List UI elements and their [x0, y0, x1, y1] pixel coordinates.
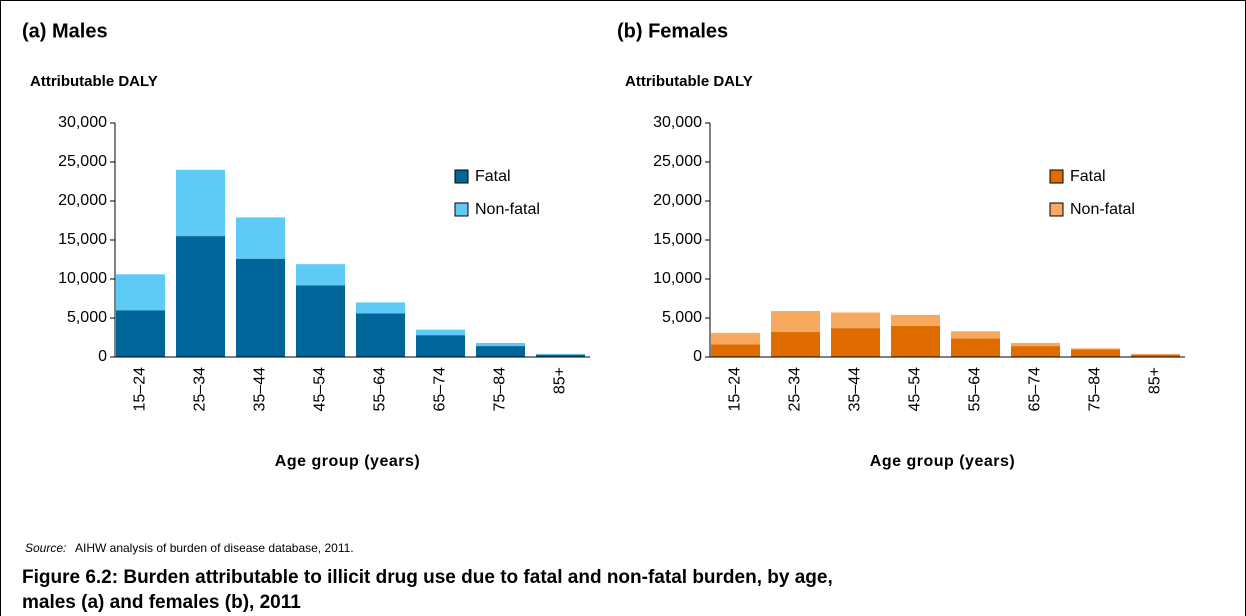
legend-label: Fatal	[475, 168, 511, 185]
bar-segment	[296, 264, 345, 286]
bar-segment	[711, 332, 760, 345]
y-tick-label: 5,000	[67, 309, 107, 326]
source-label: Source:	[25, 541, 66, 555]
y-tick-label: 0	[693, 348, 702, 365]
x-tick-label: 25–34	[192, 367, 209, 412]
bar-segment	[1011, 346, 1060, 357]
y-tick-label: 5,000	[662, 309, 702, 326]
bar-segment	[951, 338, 1000, 357]
x-tick-label: 35–44	[252, 367, 269, 412]
x-tick-label: 65–74	[1027, 367, 1044, 412]
bar-segment	[831, 328, 880, 357]
legend-swatch	[454, 202, 469, 217]
y-tick-label: 20,000	[58, 192, 107, 209]
x-tick-label: 75–84	[1087, 367, 1104, 412]
x-tick-label: 75–84	[492, 367, 509, 412]
caption: Figure 6.2: Burden attributable to illic…	[22, 567, 833, 613]
bar-segment	[416, 335, 465, 357]
bar-segment	[831, 312, 880, 329]
y-axis-label: Attributable DALY	[625, 73, 753, 90]
legend-label: Fatal	[1070, 168, 1106, 185]
bar-segment	[771, 332, 820, 357]
y-tick-label: 20,000	[653, 192, 702, 209]
bar-segment	[236, 217, 285, 259]
bar-segment	[236, 258, 285, 357]
x-tick-label: 85+	[552, 367, 569, 394]
bar-segment	[476, 342, 525, 347]
x-tick-label: 45–54	[312, 367, 329, 412]
bar-segment	[711, 344, 760, 357]
y-tick-label: 15,000	[58, 231, 107, 248]
y-axis-label: Attributable DALY	[30, 73, 158, 90]
bar-segment	[356, 302, 405, 314]
bar-segment	[116, 274, 165, 311]
bar-segment	[116, 310, 165, 357]
bar-segment	[1071, 349, 1120, 357]
x-tick-label: 15–24	[727, 367, 744, 412]
y-tick-label: 25,000	[653, 153, 702, 170]
bar-segment	[1011, 342, 1060, 347]
bar-segment	[1071, 348, 1120, 350]
y-tick-label: 25,000	[58, 153, 107, 170]
bar-segment	[951, 331, 1000, 339]
bar-segment	[1131, 354, 1180, 357]
legend-label: Non-fatal	[1070, 201, 1135, 218]
y-tick-label: 30,000	[653, 114, 702, 131]
x-axis-label: Age group (years)	[275, 453, 420, 470]
legend-swatch	[1049, 169, 1064, 184]
legend-swatch	[1049, 202, 1064, 217]
x-tick-label: 35–44	[847, 367, 864, 412]
chart-title: (a) Males	[22, 20, 108, 42]
bar-segment	[296, 285, 345, 357]
x-tick-label: 25–34	[787, 367, 804, 412]
bar-segment	[891, 314, 940, 326]
bar-segment	[536, 354, 585, 357]
bar-segment	[356, 313, 405, 357]
y-tick-label: 0	[98, 348, 107, 365]
x-tick-label: 15–24	[132, 367, 149, 412]
legend-swatch	[454, 169, 469, 184]
y-tick-label: 10,000	[653, 270, 702, 287]
x-tick-label: 55–64	[372, 367, 389, 412]
bar-segment	[891, 325, 940, 357]
legend-label: Non-fatal	[475, 201, 540, 218]
chart-title: (b) Females	[617, 20, 728, 42]
y-tick-label: 30,000	[58, 114, 107, 131]
bar-segment	[1131, 353, 1180, 355]
y-tick-label: 15,000	[653, 231, 702, 248]
y-tick-label: 10,000	[58, 270, 107, 287]
x-tick-label: 85+	[1147, 367, 1164, 394]
bar-segment	[176, 236, 225, 357]
bar-segment	[416, 329, 465, 336]
x-tick-label: 65–74	[432, 367, 449, 412]
x-tick-label: 45–54	[907, 367, 924, 412]
bar-segment	[536, 353, 585, 355]
source: AIHW analysis of burden of disease datab…	[75, 541, 354, 555]
bar-segment	[176, 169, 225, 237]
bar-segment	[771, 310, 820, 333]
bar-segment	[476, 346, 525, 357]
x-axis-label: Age group (years)	[870, 453, 1015, 470]
x-tick-label: 55–64	[967, 367, 984, 412]
